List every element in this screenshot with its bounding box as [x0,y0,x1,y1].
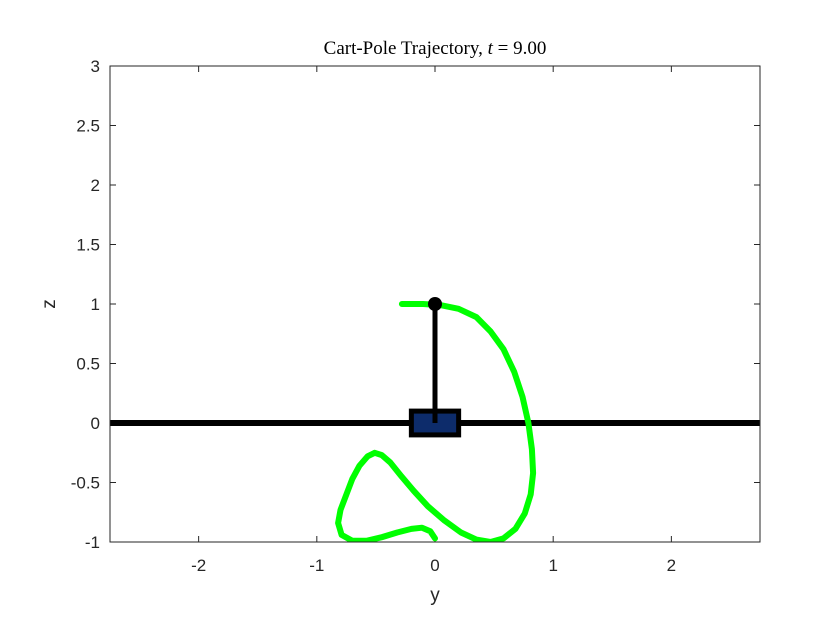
y-tick-label: 3 [91,57,100,76]
y-axis-label: z [39,299,60,309]
y-tick-label: 2.5 [76,117,100,136]
x-tick-label: -2 [191,556,206,575]
trajectory-line [335,301,537,542]
y-tick-label: 2 [91,176,100,195]
y-tick-label: -1 [85,533,100,552]
y-tick-label: 0 [91,414,100,433]
chart-title: Cart-Pole Trajectory, t = 9.00 [324,38,547,59]
plot-marks [110,297,760,542]
x-tick-label: 2 [667,556,676,575]
y-tick-label: -0.5 [71,474,100,493]
x-tick-label: 0 [430,556,439,575]
axes-box [109,65,761,543]
pole-bob [428,297,442,311]
y-tick-label: 1 [91,295,100,314]
y-tick-label: 0.5 [76,355,100,374]
tick-labels-layer: -2 -1 0 1 2 -1 -0.5 0 0.5 1 1.5 2 2.5 3 [71,57,676,575]
x-axis-label: y [430,585,440,606]
x-tick-label: -1 [309,556,324,575]
y-tick-label: 1.5 [76,236,100,255]
x-tick-label: 1 [548,556,557,575]
marks-layer [110,297,760,542]
